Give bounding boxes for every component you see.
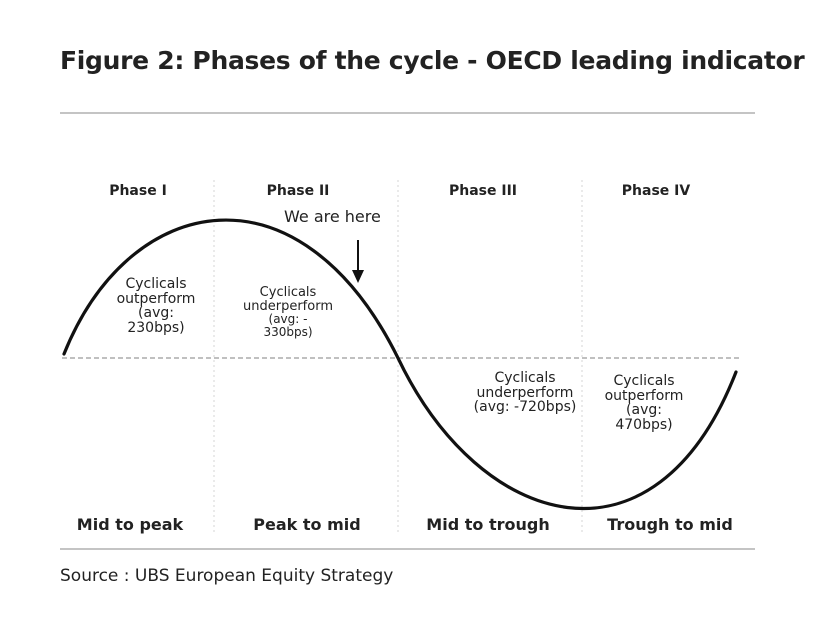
annotation-line: (avg: - <box>268 312 308 327</box>
annotation-line: underperform <box>243 298 333 314</box>
bottom-label-3: Mid to trough <box>426 515 550 534</box>
annotation-phase-4: Cyclicals outperform (avg: 470bps) <box>594 374 694 433</box>
annotation-line: 330bps) <box>263 324 313 339</box>
bottom-rule <box>60 548 755 550</box>
bottom-label-1: Mid to peak <box>76 515 184 534</box>
phase-label-4: Phase IV <box>621 183 691 199</box>
annotation-phase-3: Cyclicals underperform (avg: -720bps) <box>463 371 587 415</box>
pointer-arrow-head <box>352 270 364 283</box>
annotation-line: Cyclicals <box>613 373 675 389</box>
phase-label-2: Phase II <box>266 183 330 199</box>
phase-label-3: Phase III <box>448 183 517 199</box>
annotation-line: outperform <box>116 290 196 307</box>
bottom-label-4: Trough to mid <box>607 515 733 534</box>
phase-label-1: Phase I <box>109 183 167 199</box>
annotation-line: Cyclicals <box>125 276 187 292</box>
annotation-phase-1: Cyclicals outperform (avg: 230bps) <box>108 277 204 336</box>
annotation-line: (avg: <box>626 402 662 419</box>
annotation-line: 230bps) <box>127 320 185 337</box>
annotation-phase-2: Cyclicals underperform (avg: - 330bps) <box>232 286 344 338</box>
annotation-line: 470bps) <box>615 417 673 434</box>
annotation-line: Cyclicals <box>259 285 317 300</box>
annotation-line: (avg: <box>138 305 174 322</box>
annotation-line: (avg: -720bps) <box>473 399 577 416</box>
annotation-line: underperform <box>476 384 574 401</box>
figure-title: Figure 2: Phases of the cycle - OECD lea… <box>60 46 805 75</box>
bottom-label-2: Peak to mid <box>253 515 361 534</box>
top-rule <box>60 112 755 114</box>
cycle-curve <box>62 218 738 510</box>
annotation-line: Cyclicals <box>494 370 556 386</box>
source-note: Source : UBS European Equity Strategy <box>60 566 394 586</box>
annotation-line: outperform <box>604 387 684 404</box>
pointer-label: We are here <box>284 207 381 226</box>
